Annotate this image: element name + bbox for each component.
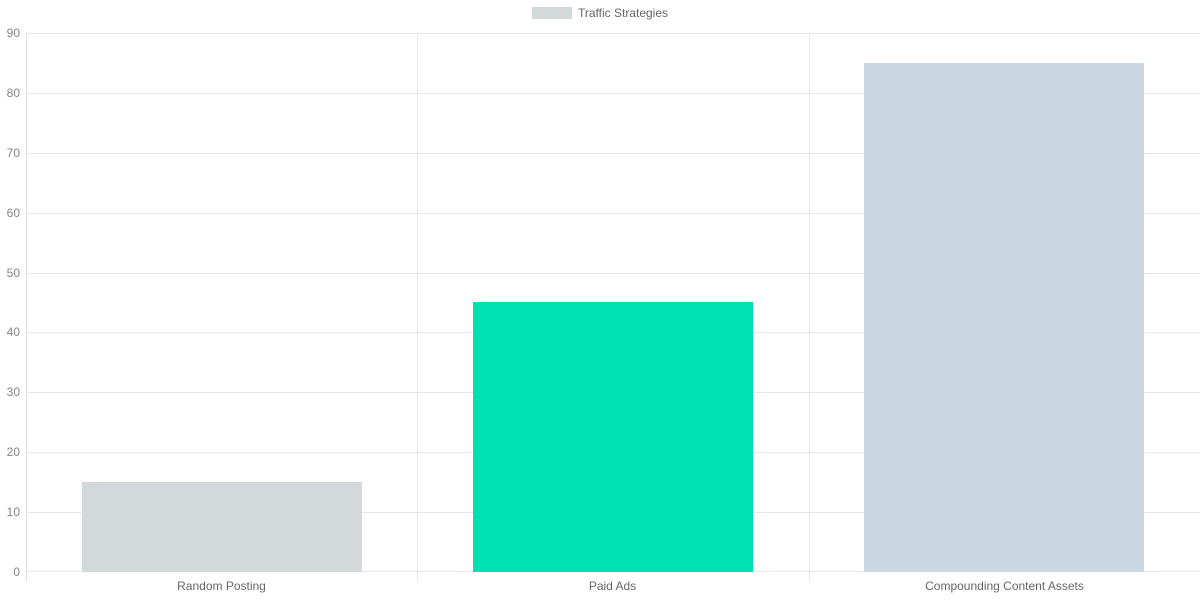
y-tick-label: 80 [6,85,20,100]
y-tick-label: 10 [6,505,20,520]
v-gridline [809,33,810,582]
y-tick-label: 0 [13,565,20,579]
y-axis-line [26,33,27,582]
y-tick-label: 70 [6,145,20,160]
h-gridline [26,33,1200,34]
bar-paid-ads[interactable] [473,302,753,572]
y-tick-label: 20 [6,445,20,460]
y-tick-label: 40 [6,325,20,340]
bar-compounding-content-assets[interactable] [864,63,1144,572]
y-tick-label: 90 [6,26,20,40]
y-tick-label: 50 [6,265,20,280]
h-gridline [26,272,1200,274]
chart-legend[interactable]: Traffic Strategies [0,7,1200,19]
legend-swatch [531,7,572,19]
h-gridline [26,152,1200,154]
y-tick-label: 30 [6,385,20,400]
bar-random-posting[interactable] [82,482,362,572]
h-gridline [26,212,1200,214]
h-gridline [26,92,1200,94]
v-gridline [417,33,418,582]
x-axis-label: Paid Ads [588,579,637,593]
y-tick-label: 60 [6,205,20,220]
plot-area: 0 10 20 30 40 50 60 70 80 90 Random Posting Paid Ad… [7,27,1200,593]
x-axis-label: Random Posting [177,579,266,593]
x-axis-label: Compounding Content Assets [925,579,1084,593]
legend-label: Traffic Strategies [577,6,669,20]
